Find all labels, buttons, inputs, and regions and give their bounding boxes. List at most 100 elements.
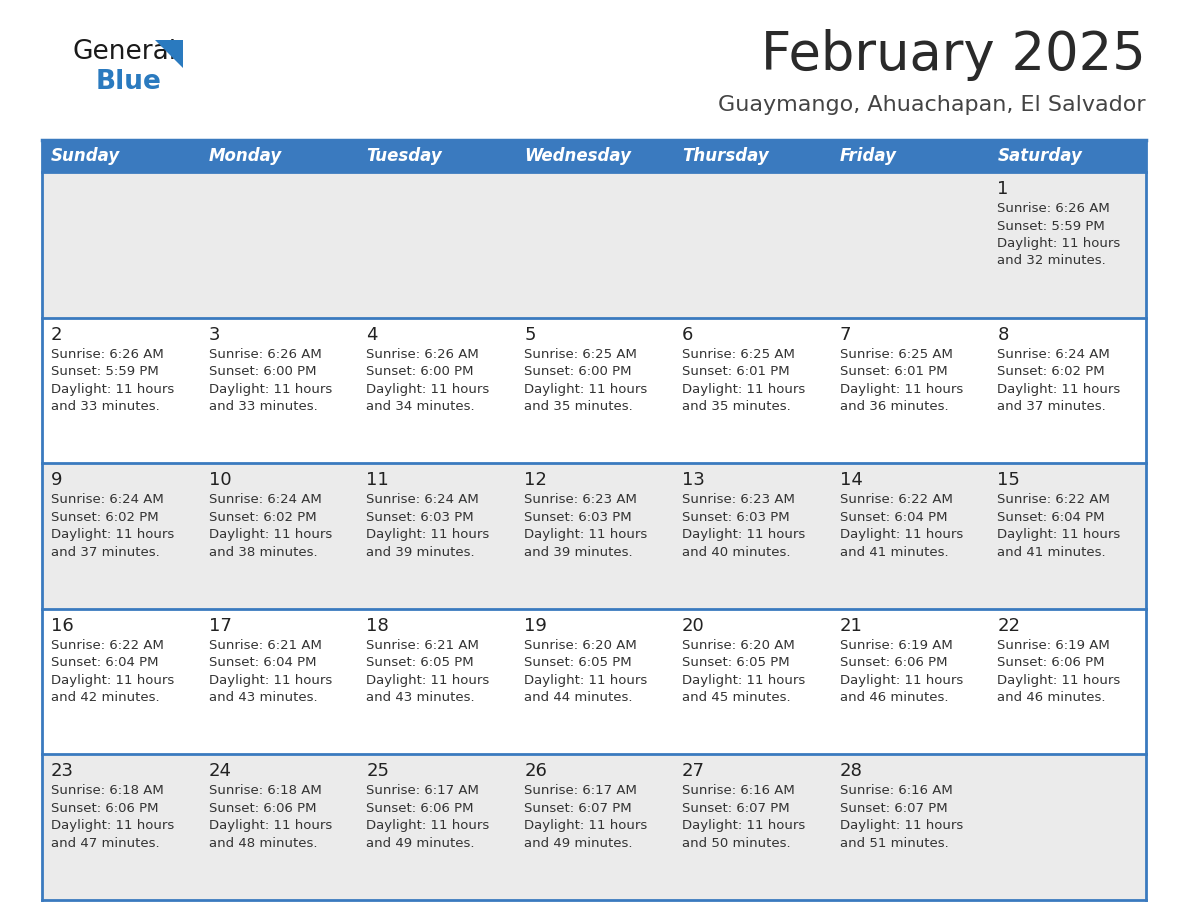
Bar: [42, 609, 1146, 755]
Text: 26: 26: [524, 763, 546, 780]
Text: Daylight: 11 hours: Daylight: 11 hours: [524, 820, 647, 833]
Text: 11: 11: [366, 471, 390, 489]
Text: and 41 minutes.: and 41 minutes.: [840, 545, 948, 559]
Text: and 39 minutes.: and 39 minutes.: [366, 545, 475, 559]
Text: Sunrise: 6:24 AM: Sunrise: 6:24 AM: [209, 493, 322, 506]
Text: Daylight: 11 hours: Daylight: 11 hours: [840, 820, 962, 833]
Text: Sunrise: 6:16 AM: Sunrise: 6:16 AM: [682, 784, 795, 798]
Text: 19: 19: [524, 617, 546, 635]
Text: Sunrise: 6:16 AM: Sunrise: 6:16 AM: [840, 784, 953, 798]
Text: Sunset: 6:06 PM: Sunset: 6:06 PM: [366, 802, 474, 815]
Text: Sunrise: 6:22 AM: Sunrise: 6:22 AM: [997, 493, 1110, 506]
Text: Daylight: 11 hours: Daylight: 11 hours: [840, 383, 962, 396]
Text: Daylight: 11 hours: Daylight: 11 hours: [840, 528, 962, 542]
Text: Friday: Friday: [840, 147, 897, 165]
Text: Sunrise: 6:25 AM: Sunrise: 6:25 AM: [840, 348, 953, 361]
Text: Sunrise: 6:19 AM: Sunrise: 6:19 AM: [997, 639, 1110, 652]
Text: February 2025: February 2025: [762, 29, 1146, 81]
Text: and 48 minutes.: and 48 minutes.: [209, 837, 317, 850]
Text: 4: 4: [366, 326, 378, 343]
Text: 20: 20: [682, 617, 704, 635]
Text: and 36 minutes.: and 36 minutes.: [840, 400, 948, 413]
Text: and 42 minutes.: and 42 minutes.: [51, 691, 159, 704]
Text: and 37 minutes.: and 37 minutes.: [997, 400, 1106, 413]
Text: 12: 12: [524, 471, 546, 489]
Text: Sunrise: 6:26 AM: Sunrise: 6:26 AM: [366, 348, 479, 361]
Text: Sunset: 6:00 PM: Sunset: 6:00 PM: [366, 365, 474, 378]
Text: Blue: Blue: [96, 69, 162, 95]
Text: Sunrise: 6:25 AM: Sunrise: 6:25 AM: [682, 348, 795, 361]
Text: 17: 17: [209, 617, 232, 635]
Polygon shape: [154, 40, 183, 68]
Text: 16: 16: [51, 617, 74, 635]
Text: Daylight: 11 hours: Daylight: 11 hours: [209, 383, 331, 396]
Text: and 39 minutes.: and 39 minutes.: [524, 545, 633, 559]
Text: Daylight: 11 hours: Daylight: 11 hours: [682, 528, 805, 542]
Text: and 40 minutes.: and 40 minutes.: [682, 545, 790, 559]
Text: Daylight: 11 hours: Daylight: 11 hours: [682, 820, 805, 833]
Text: 28: 28: [840, 763, 862, 780]
Text: Sunset: 6:06 PM: Sunset: 6:06 PM: [209, 802, 316, 815]
Text: Daylight: 11 hours: Daylight: 11 hours: [51, 383, 175, 396]
Text: Sunrise: 6:24 AM: Sunrise: 6:24 AM: [366, 493, 479, 506]
Text: Sunset: 6:01 PM: Sunset: 6:01 PM: [682, 365, 790, 378]
Text: Daylight: 11 hours: Daylight: 11 hours: [209, 528, 331, 542]
Text: and 44 minutes.: and 44 minutes.: [524, 691, 633, 704]
Text: Sunset: 5:59 PM: Sunset: 5:59 PM: [997, 219, 1105, 232]
Text: and 43 minutes.: and 43 minutes.: [209, 691, 317, 704]
Text: Sunrise: 6:23 AM: Sunrise: 6:23 AM: [682, 493, 795, 506]
Text: 9: 9: [51, 471, 63, 489]
Text: Sunrise: 6:25 AM: Sunrise: 6:25 AM: [524, 348, 637, 361]
Text: Sunset: 6:02 PM: Sunset: 6:02 PM: [997, 365, 1105, 378]
Text: General: General: [72, 39, 176, 65]
Text: Guaymango, Ahuachapan, El Salvador: Guaymango, Ahuachapan, El Salvador: [719, 95, 1146, 115]
Text: Sunrise: 6:26 AM: Sunrise: 6:26 AM: [209, 348, 322, 361]
Text: Daylight: 11 hours: Daylight: 11 hours: [524, 383, 647, 396]
Text: Sunrise: 6:17 AM: Sunrise: 6:17 AM: [524, 784, 637, 798]
Text: Sunrise: 6:21 AM: Sunrise: 6:21 AM: [209, 639, 322, 652]
Text: 14: 14: [840, 471, 862, 489]
Text: Sunset: 6:06 PM: Sunset: 6:06 PM: [840, 656, 947, 669]
Text: and 51 minutes.: and 51 minutes.: [840, 837, 948, 850]
Text: 5: 5: [524, 326, 536, 343]
Bar: [42, 140, 1146, 172]
Text: and 45 minutes.: and 45 minutes.: [682, 691, 790, 704]
Text: Sunset: 6:07 PM: Sunset: 6:07 PM: [840, 802, 947, 815]
Bar: [42, 464, 1146, 609]
Text: Daylight: 11 hours: Daylight: 11 hours: [682, 674, 805, 687]
Text: and 33 minutes.: and 33 minutes.: [51, 400, 159, 413]
Text: and 33 minutes.: and 33 minutes.: [209, 400, 317, 413]
Text: Daylight: 11 hours: Daylight: 11 hours: [682, 383, 805, 396]
Text: Sunset: 6:03 PM: Sunset: 6:03 PM: [524, 510, 632, 523]
Text: Daylight: 11 hours: Daylight: 11 hours: [366, 383, 489, 396]
Text: Sunset: 6:04 PM: Sunset: 6:04 PM: [209, 656, 316, 669]
Text: Wednesday: Wednesday: [524, 147, 631, 165]
Text: Daylight: 11 hours: Daylight: 11 hours: [51, 820, 175, 833]
Text: 3: 3: [209, 326, 220, 343]
Text: Sunrise: 6:22 AM: Sunrise: 6:22 AM: [51, 639, 164, 652]
Text: and 47 minutes.: and 47 minutes.: [51, 837, 159, 850]
Text: 1: 1: [997, 180, 1009, 198]
Text: Daylight: 11 hours: Daylight: 11 hours: [209, 674, 331, 687]
Text: Sunrise: 6:22 AM: Sunrise: 6:22 AM: [840, 493, 953, 506]
Text: Sunrise: 6:21 AM: Sunrise: 6:21 AM: [366, 639, 479, 652]
Text: Daylight: 11 hours: Daylight: 11 hours: [524, 528, 647, 542]
Text: Sunset: 6:00 PM: Sunset: 6:00 PM: [209, 365, 316, 378]
Text: Sunrise: 6:23 AM: Sunrise: 6:23 AM: [524, 493, 637, 506]
Text: Sunset: 6:05 PM: Sunset: 6:05 PM: [682, 656, 790, 669]
Text: Daylight: 11 hours: Daylight: 11 hours: [51, 528, 175, 542]
Text: 8: 8: [997, 326, 1009, 343]
Text: Sunrise: 6:26 AM: Sunrise: 6:26 AM: [51, 348, 164, 361]
Text: Daylight: 11 hours: Daylight: 11 hours: [209, 820, 331, 833]
Text: and 49 minutes.: and 49 minutes.: [366, 837, 475, 850]
Text: and 43 minutes.: and 43 minutes.: [366, 691, 475, 704]
Text: and 49 minutes.: and 49 minutes.: [524, 837, 633, 850]
Text: Sunrise: 6:24 AM: Sunrise: 6:24 AM: [51, 493, 164, 506]
Text: Daylight: 11 hours: Daylight: 11 hours: [524, 674, 647, 687]
Text: Daylight: 11 hours: Daylight: 11 hours: [366, 674, 489, 687]
Bar: [42, 172, 1146, 318]
Text: Sunset: 6:00 PM: Sunset: 6:00 PM: [524, 365, 632, 378]
Text: Sunset: 6:05 PM: Sunset: 6:05 PM: [366, 656, 474, 669]
Text: 13: 13: [682, 471, 704, 489]
Text: Saturday: Saturday: [997, 147, 1082, 165]
